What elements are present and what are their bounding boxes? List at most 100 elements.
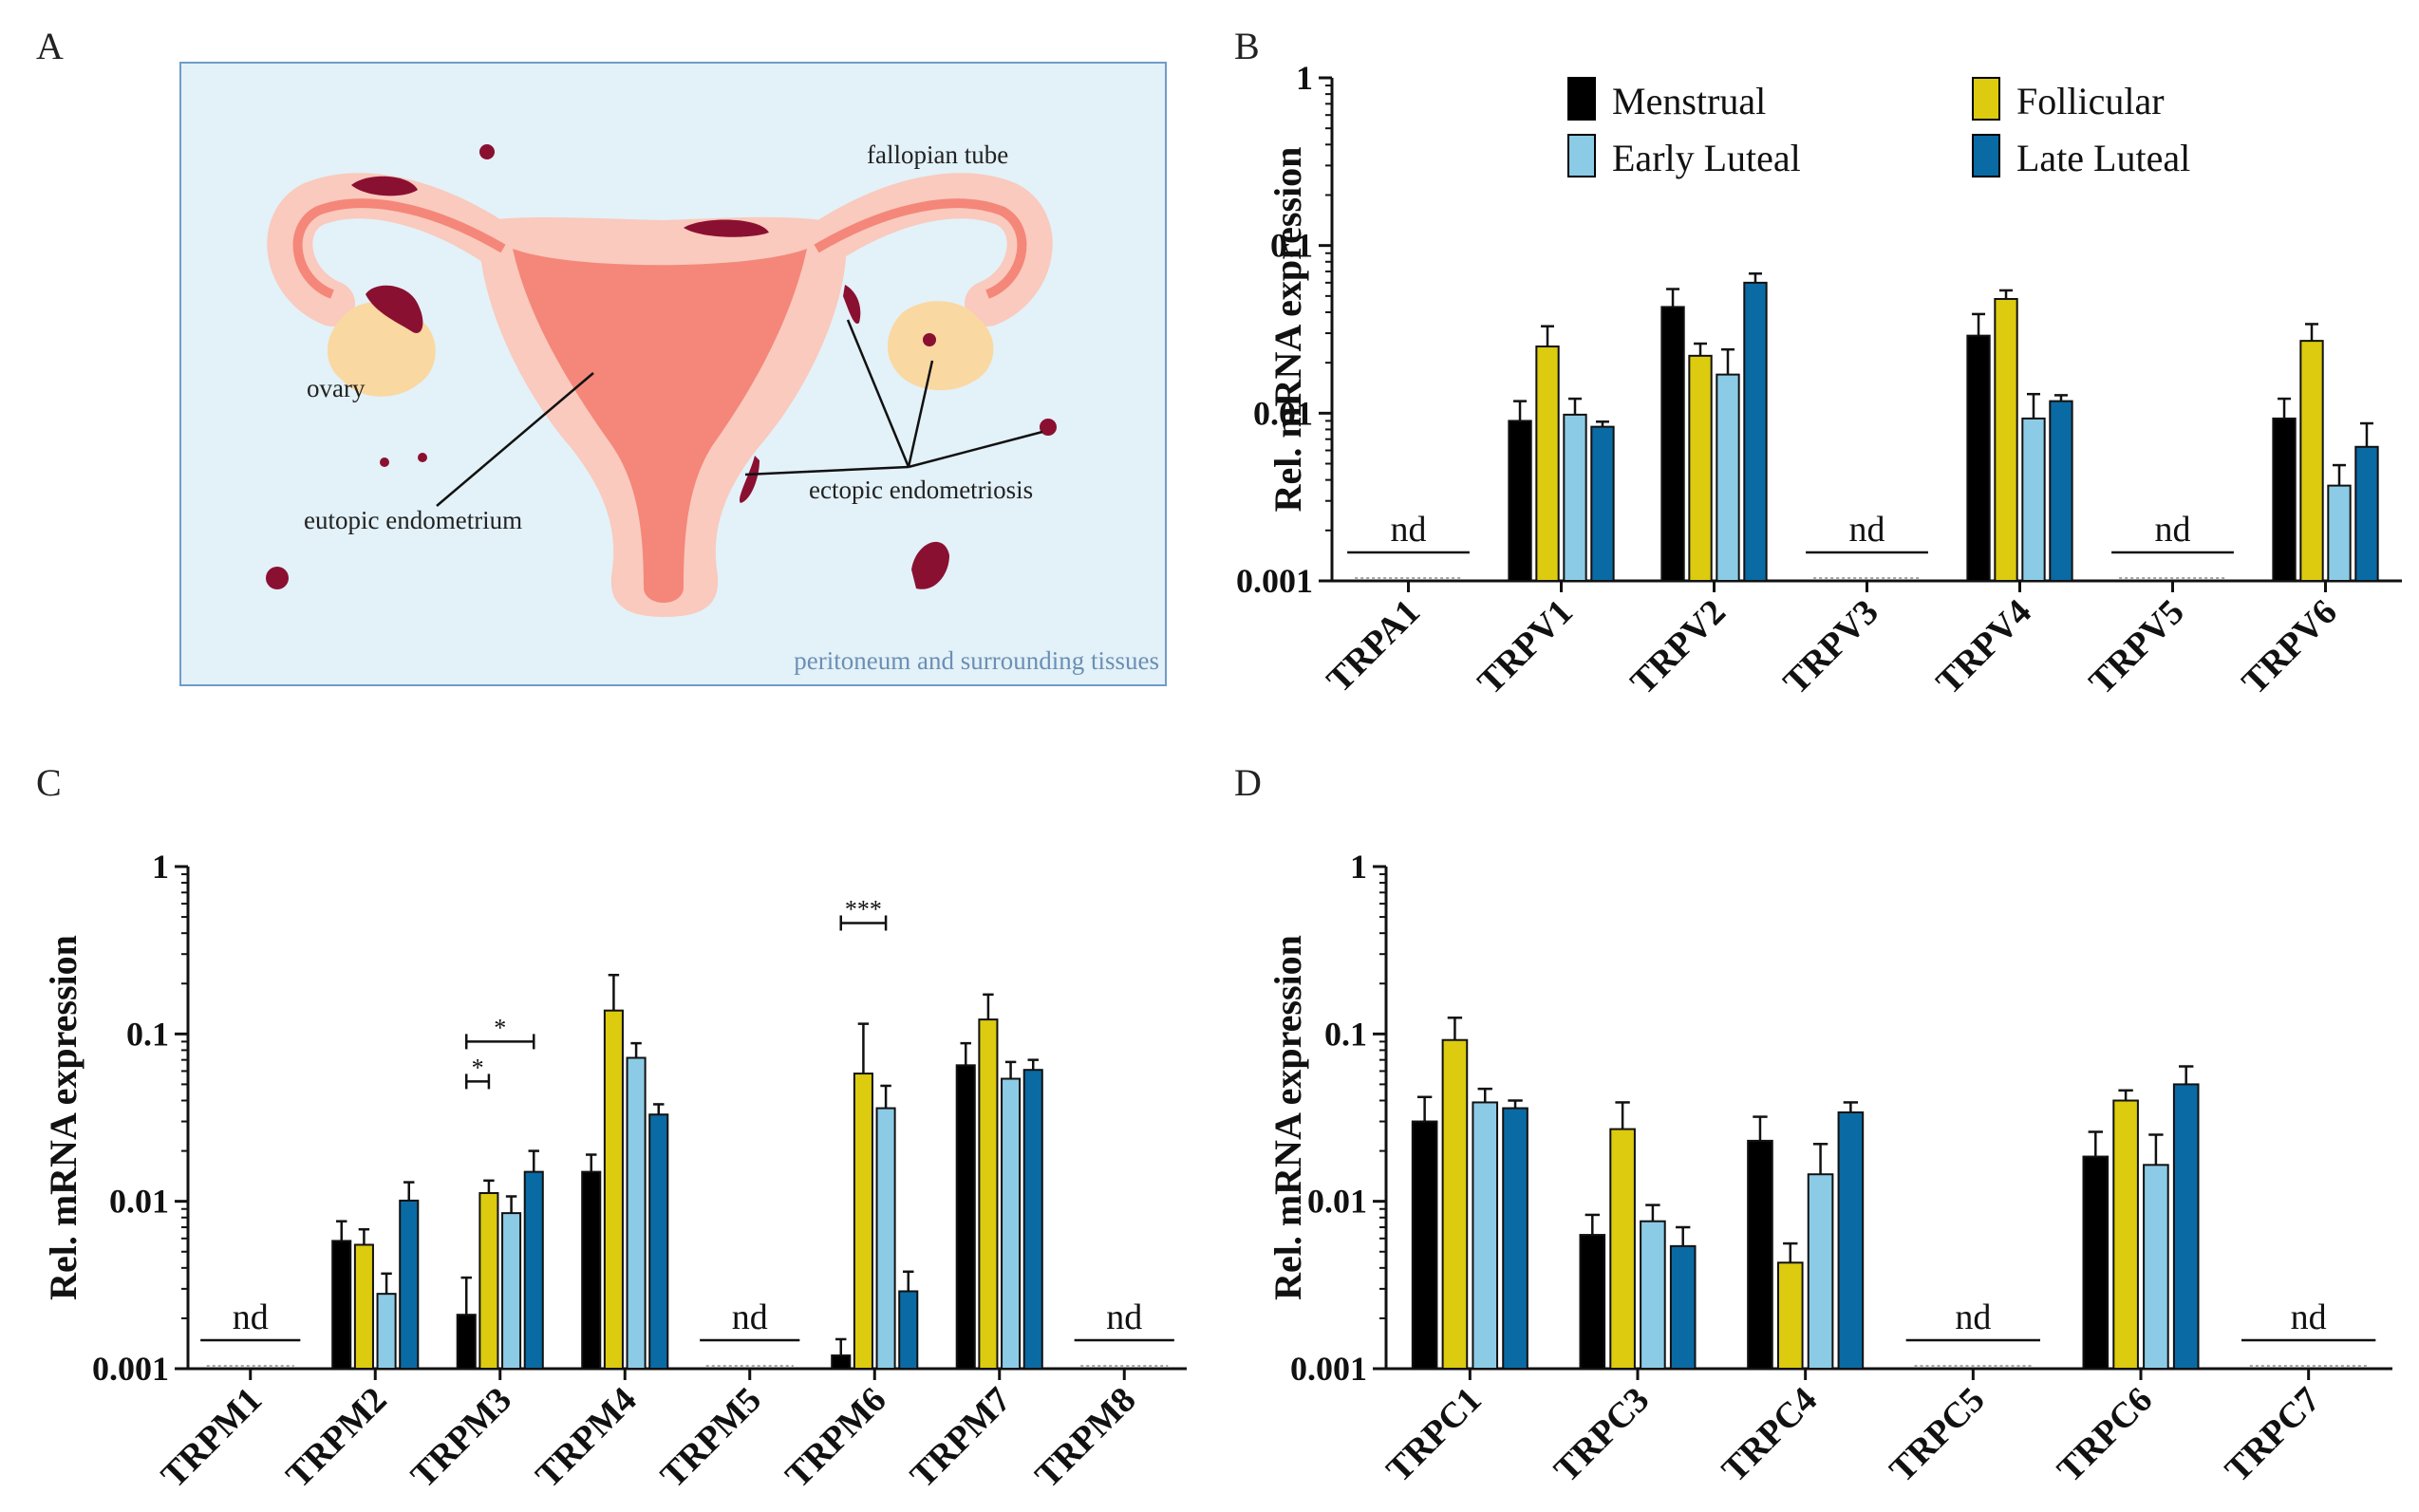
legend-swatch-late-luteal [1972, 134, 2000, 177]
bar [2172, 1083, 2200, 1370]
bar [1807, 1173, 1834, 1371]
bar [456, 1314, 477, 1371]
category-label: TRPM2 [278, 1380, 394, 1496]
y-tick-label: 1 [152, 848, 169, 886]
label-ovary: ovary [307, 374, 366, 402]
bar [2327, 484, 2352, 583]
y-axis-label: Rel. mRNA expression [1266, 935, 1309, 1300]
label-eutopic-endometrium: eutopic endometrium [304, 506, 522, 534]
category-label: TRPM3 [403, 1380, 519, 1496]
category-label: TRPC4 [1715, 1380, 1825, 1490]
legend-label-early-luteal: Early Luteal [1612, 137, 1801, 179]
bar [603, 1009, 624, 1370]
ovary-right [887, 301, 994, 391]
legend-swatch-early-luteal [1567, 134, 1596, 177]
chart-panel-c: 0.001 0.01 0.1 1 Rel. mRNA expression TRPM1 nd… [42, 848, 1187, 1496]
bar [1590, 425, 1615, 583]
panel-label-d: D [1234, 761, 1262, 804]
bar [523, 1170, 544, 1371]
category-label: TRPM6 [778, 1380, 893, 1496]
bar [353, 1243, 374, 1370]
lesion [366, 285, 423, 333]
y-tick-label: 0.001 [1290, 1350, 1367, 1388]
nd-label: nd [732, 1297, 768, 1337]
bar [626, 1056, 647, 1370]
y-tick-label: 0.1 [126, 1015, 169, 1053]
bar [1411, 1120, 1438, 1371]
category-label: TRPC1 [1378, 1380, 1489, 1490]
bar [648, 1113, 669, 1370]
bar [2354, 445, 2379, 582]
bar [1472, 1101, 1499, 1370]
category-label: TRPV4 [1929, 592, 2039, 702]
category-label: TRPV3 [1776, 592, 1886, 702]
bar [1609, 1128, 1636, 1371]
y-tick-label: 0.1 [1270, 227, 1313, 265]
tube-lumen-right [814, 198, 1027, 299]
category-label: TRPA1 [1320, 592, 1428, 700]
pointer-line [744, 465, 909, 476]
y-tick-label: 0.01 [1307, 1183, 1367, 1221]
y-tick-label: 0.01 [109, 1183, 169, 1221]
tube-lumen-left [292, 198, 506, 299]
category-label: TRPM8 [1027, 1380, 1143, 1496]
uterus-diagram: fallopian tube ovary eutopic endometrium… [179, 62, 1167, 686]
category-label: TRPM4 [528, 1380, 644, 1496]
lesion [684, 219, 769, 237]
nd-label: nd [1849, 510, 1885, 550]
bar [1502, 1107, 1528, 1371]
lesion [923, 333, 936, 346]
y-axis-label: Rel. mRNA expression [1266, 147, 1309, 513]
bar [1640, 1220, 1666, 1371]
label-ectopic-endometriosis: ectopic endometriosis [809, 476, 1033, 504]
label-peritoneum: peritoneum and surrounding tissues [794, 646, 1159, 675]
bar [1579, 1234, 1606, 1370]
nd-label: nd [1106, 1297, 1142, 1337]
bar [1660, 306, 1685, 582]
lesion [479, 144, 495, 159]
bar [831, 1354, 852, 1371]
category-label: TRPC7 [2218, 1380, 2328, 1490]
legend-label-menstrual: Menstrual [1612, 80, 1766, 122]
lesion [843, 285, 861, 324]
bar [2299, 340, 2324, 582]
pointer-line [908, 430, 1043, 469]
category-label: TRPC6 [2050, 1380, 2160, 1490]
category-label: TRPC3 [1547, 1380, 1657, 1490]
bar [1837, 1111, 1865, 1370]
y-tick-label: 0.001 [92, 1350, 169, 1388]
pointer-line [436, 372, 594, 507]
legend-label-follicular: Follicular [2016, 80, 2165, 122]
category-label: TRPV5 [2082, 592, 2192, 702]
chart-panel-b: 0.001 0.01 0.1 1 Rel. mRNA expression TRPA1 nd… [1236, 59, 2402, 702]
bar [331, 1240, 352, 1370]
panel-label-b: B [1234, 25, 1260, 67]
bar [478, 1191, 499, 1371]
panel-label-a: A [36, 25, 64, 67]
lesion [351, 176, 418, 196]
endometrium [513, 249, 807, 603]
bar [2112, 1099, 2139, 1370]
panel-label-c: C [36, 761, 62, 804]
nd-label: nd [2155, 510, 2191, 550]
legend-swatch-follicular [1972, 77, 2000, 121]
significance-label: * [494, 1014, 506, 1041]
bar [978, 1018, 999, 1370]
bar [2143, 1164, 2169, 1371]
bar [2082, 1155, 2110, 1371]
bar [1716, 373, 1740, 582]
lesion [1040, 419, 1057, 436]
label-fallopian-tube: fallopian tube [867, 140, 1008, 169]
nd-label: nd [1391, 510, 1427, 550]
bar [1441, 1038, 1469, 1370]
bar [898, 1290, 919, 1371]
bar [399, 1199, 420, 1370]
bar [1535, 345, 1560, 583]
bar [2049, 400, 2073, 582]
lesion [380, 457, 389, 467]
bar [1747, 1139, 1773, 1370]
bar [1508, 420, 1532, 582]
bar [1994, 297, 2018, 582]
pointer-line [907, 360, 934, 468]
